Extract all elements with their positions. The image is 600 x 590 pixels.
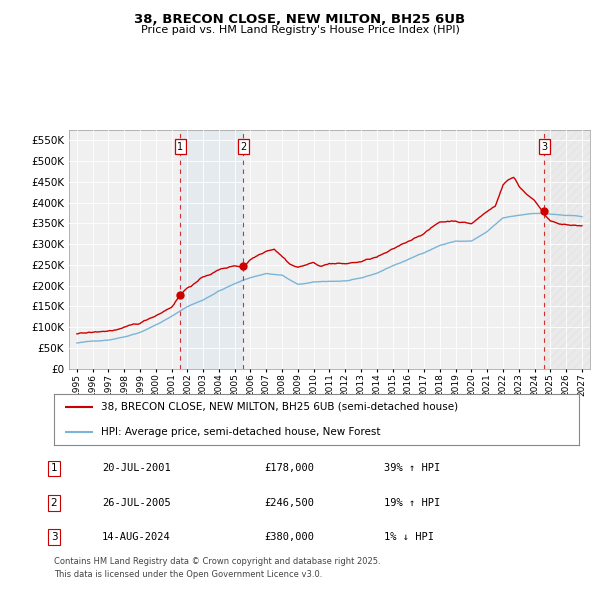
Text: £380,000: £380,000 [264,532,314,542]
Text: 26-JUL-2005: 26-JUL-2005 [102,498,171,507]
Text: 1% ↓ HPI: 1% ↓ HPI [384,532,434,542]
Text: £178,000: £178,000 [264,464,314,473]
Text: This data is licensed under the Open Government Licence v3.0.: This data is licensed under the Open Gov… [54,570,322,579]
Text: 1: 1 [177,142,184,152]
Text: 39% ↑ HPI: 39% ↑ HPI [384,464,440,473]
Text: 2: 2 [50,498,58,507]
Text: HPI: Average price, semi-detached house, New Forest: HPI: Average price, semi-detached house,… [101,428,381,437]
Text: 1: 1 [50,464,58,473]
Text: £246,500: £246,500 [264,498,314,507]
Text: Price paid vs. HM Land Registry's House Price Index (HPI): Price paid vs. HM Land Registry's House … [140,25,460,35]
Text: 14-AUG-2024: 14-AUG-2024 [102,532,171,542]
Text: 3: 3 [541,142,547,152]
Text: 38, BRECON CLOSE, NEW MILTON, BH25 6UB: 38, BRECON CLOSE, NEW MILTON, BH25 6UB [134,13,466,26]
Bar [544,130,590,369]
Text: Contains HM Land Registry data © Crown copyright and database right 2025.: Contains HM Land Registry data © Crown c… [54,557,380,566]
Text: 3: 3 [50,532,58,542]
Bar [180,130,244,369]
Text: 38, BRECON CLOSE, NEW MILTON, BH25 6UB (semi-detached house): 38, BRECON CLOSE, NEW MILTON, BH25 6UB (… [101,402,458,411]
Text: 19% ↑ HPI: 19% ↑ HPI [384,498,440,507]
Text: 2: 2 [240,142,247,152]
Text: 20-JUL-2001: 20-JUL-2001 [102,464,171,473]
